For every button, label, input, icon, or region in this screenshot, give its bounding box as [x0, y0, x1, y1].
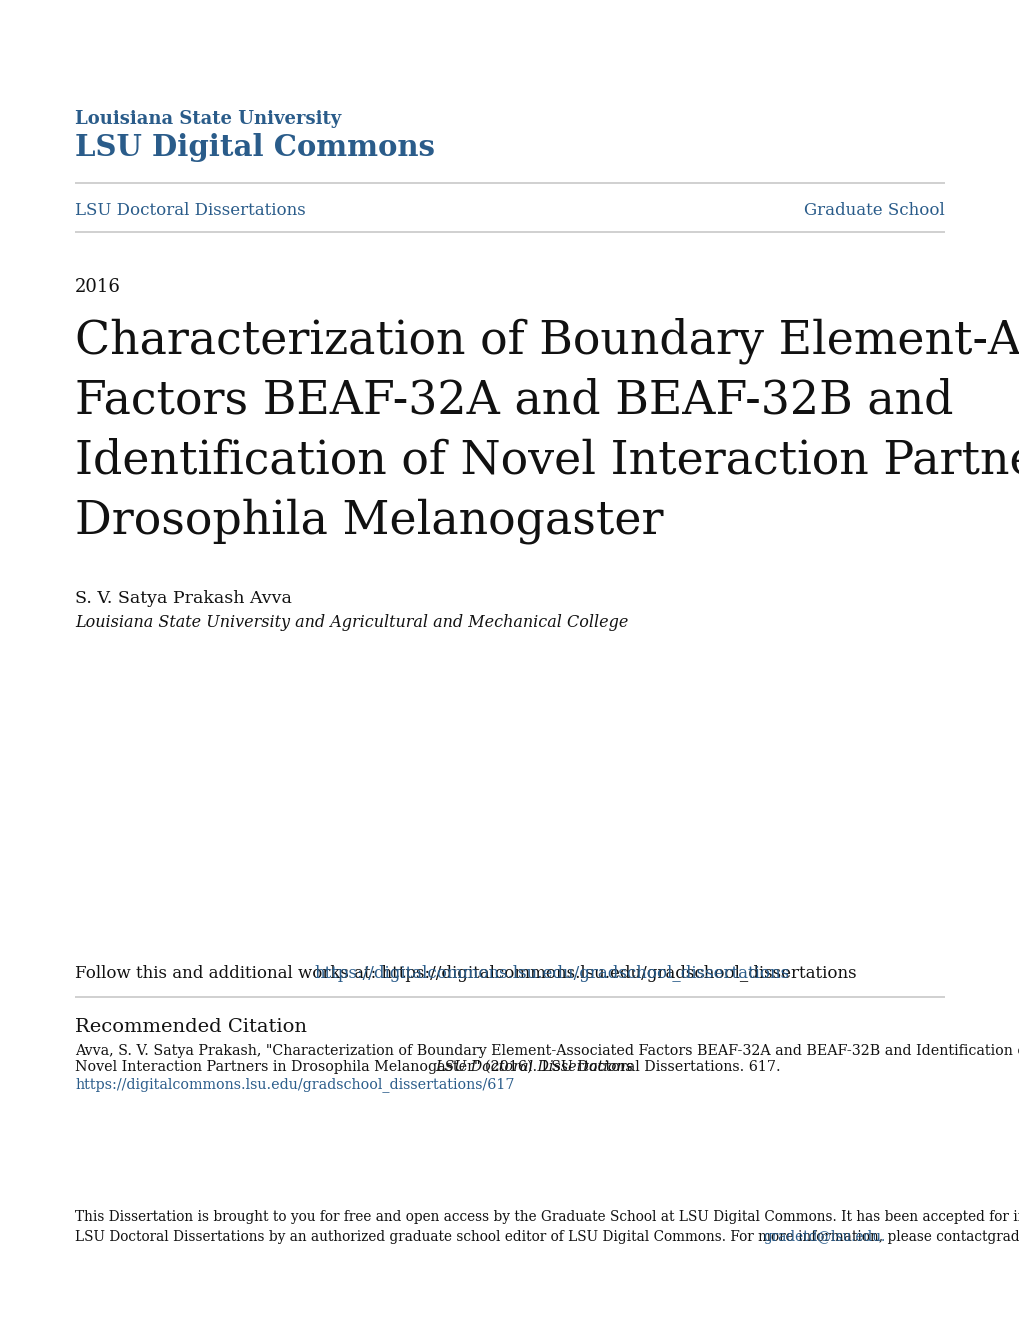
Text: S. V. Satya Prakash Avva: S. V. Satya Prakash Avva [75, 590, 291, 607]
Text: Recommended Citation: Recommended Citation [75, 1018, 307, 1036]
Text: 2016: 2016 [75, 279, 121, 296]
Text: LSU Doctoral Dissertations: LSU Doctoral Dissertations [75, 202, 306, 219]
Text: Identification of Novel Interaction Partners in: Identification of Novel Interaction Part… [75, 438, 1019, 483]
Text: https://digitalcommons.lsu.edu/gradschool_dissertations/617: https://digitalcommons.lsu.edu/gradschoo… [75, 1077, 514, 1092]
Text: Factors BEAF-32A and BEAF-32B and: Factors BEAF-32A and BEAF-32B and [75, 378, 953, 424]
Text: Novel Interaction Partners in Drosophila Melanogaster" (2016). LSU Doctoral Diss: Novel Interaction Partners in Drosophila… [75, 1060, 780, 1074]
Text: Louisiana State University and Agricultural and Mechanical College: Louisiana State University and Agricultu… [75, 614, 628, 631]
Text: LSU Doctoral Dissertations by an authorized graduate school editor of LSU Digita: LSU Doctoral Dissertations by an authori… [75, 1230, 1019, 1243]
Text: LSU Doctoral Dissertations: LSU Doctoral Dissertations [435, 1060, 633, 1074]
Text: Drosophila Melanogaster: Drosophila Melanogaster [75, 498, 662, 544]
Text: https://digitalcommons.lsu.edu/gradschool_dissertations: https://digitalcommons.lsu.edu/gradschoo… [315, 965, 789, 982]
Text: Follow this and additional works at: https://digitalcommons.lsu.edu/gradschool_d: Follow this and additional works at: htt… [75, 965, 856, 982]
Text: This Dissertation is brought to you for free and open access by the Graduate Sch: This Dissertation is brought to you for … [75, 1210, 1019, 1224]
Text: gradetd@lsu.edu.: gradetd@lsu.edu. [762, 1230, 884, 1243]
Text: Louisiana State University: Louisiana State University [75, 110, 341, 128]
Text: Characterization of Boundary Element-Associated: Characterization of Boundary Element-Ass… [75, 318, 1019, 364]
Text: LSU Digital Commons: LSU Digital Commons [75, 133, 434, 162]
Text: Graduate School: Graduate School [803, 202, 944, 219]
Text: Avva, S. V. Satya Prakash, "Characterization of Boundary Element-Associated Fact: Avva, S. V. Satya Prakash, "Characteriza… [75, 1044, 1019, 1059]
